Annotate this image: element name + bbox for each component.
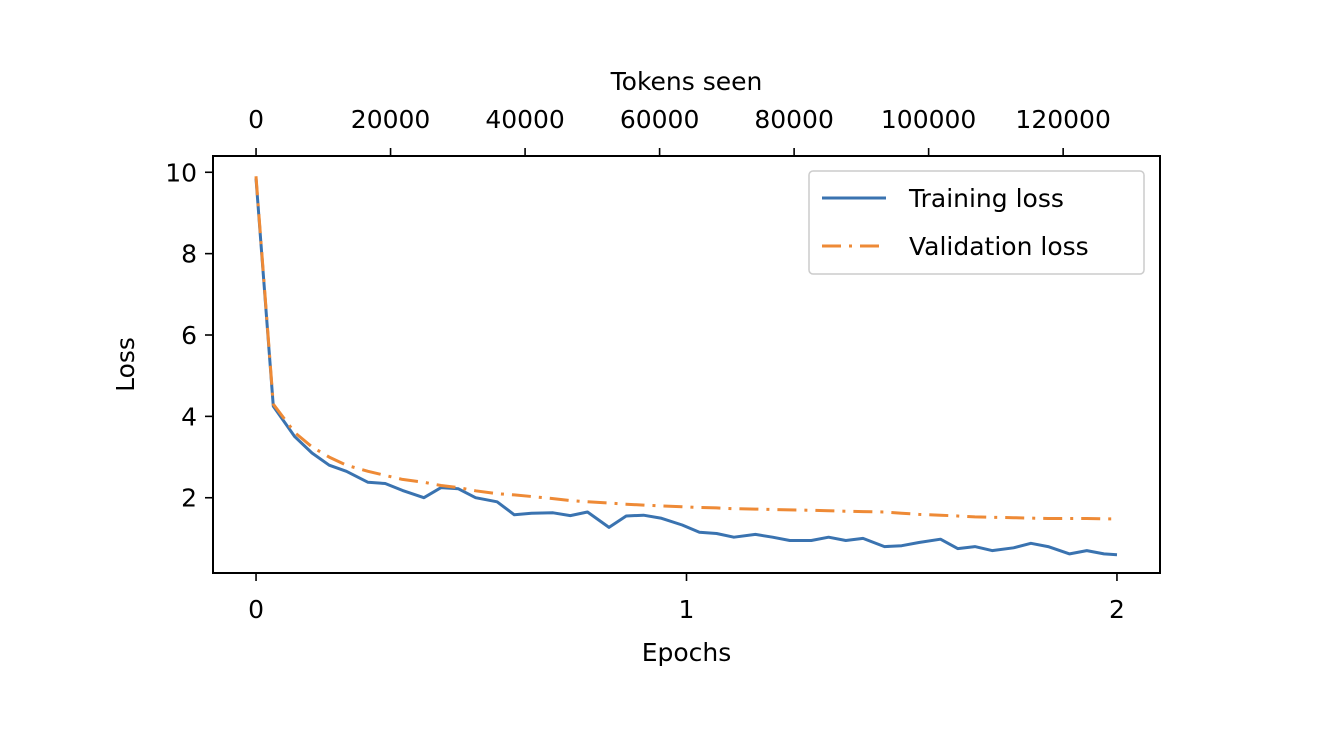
series-layer — [254, 176, 1118, 557]
legend-label: Training loss — [908, 184, 1064, 213]
top-axis-ticks: 0 20000 40000 60000 80000 100000 120000 — [248, 105, 1111, 156]
legend: Training loss Validation loss — [808, 170, 1145, 275]
top-tick-label: 80000 — [754, 105, 834, 134]
legend-label: Validation loss — [909, 232, 1089, 261]
y-tick-label: 8 — [181, 240, 197, 269]
legend-box — [808, 170, 1145, 275]
top-axis-label: Tokens seen — [610, 67, 763, 96]
y-tick-label: 4 — [181, 402, 197, 431]
top-tick-label: 60000 — [620, 105, 700, 134]
top-tick-label: 40000 — [485, 105, 565, 134]
x-axis-label: Epochs — [642, 638, 732, 667]
series-line-1 — [254, 176, 1117, 521]
y-axis-label: Loss — [111, 337, 140, 392]
x-tick-label: 2 — [1109, 595, 1125, 624]
x-axis-ticks: 0 1 2 — [248, 573, 1125, 624]
y-tick-label: 2 — [181, 484, 197, 513]
x-tick-label: 1 — [679, 595, 695, 624]
x-tick-label: 0 — [248, 595, 264, 624]
top-tick-label: 0 — [248, 105, 264, 134]
top-tick-label: 100000 — [881, 105, 976, 134]
y-axis-ticks: 2 4 6 8 10 — [165, 158, 213, 513]
top-tick-label: 120000 — [1015, 105, 1110, 134]
top-tick-label: 20000 — [351, 105, 431, 134]
y-tick-label: 10 — [165, 158, 197, 187]
y-tick-label: 6 — [181, 321, 197, 350]
series-line-0 — [254, 178, 1118, 557]
